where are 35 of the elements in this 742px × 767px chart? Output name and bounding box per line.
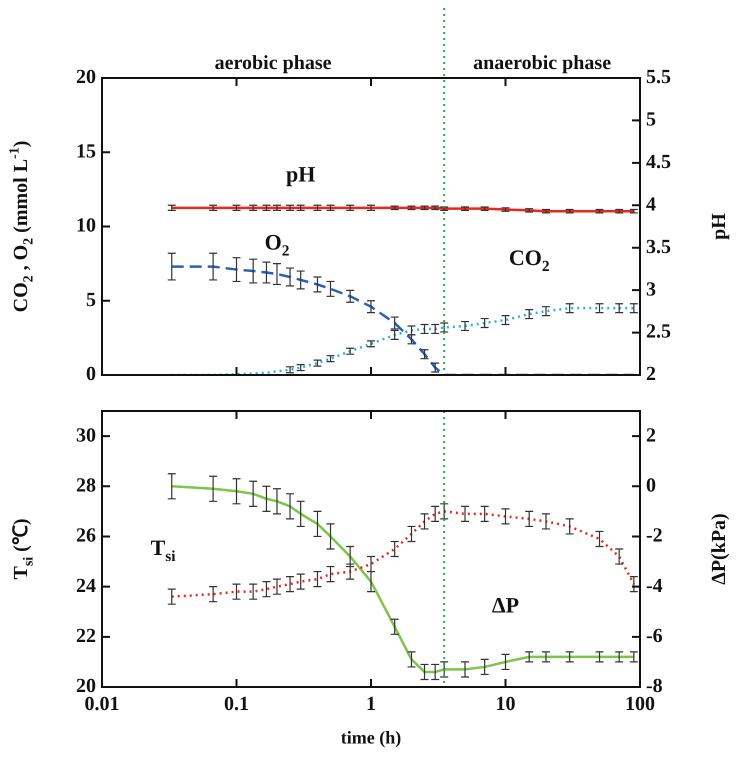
y2-axis-title: pH bbox=[708, 212, 730, 240]
y-tick-label: 20 bbox=[76, 66, 96, 88]
y-axis-title: Tsi (℃) bbox=[10, 518, 37, 580]
y2-tick-label: 2 bbox=[646, 424, 656, 446]
y2-tick-label: 2.5 bbox=[646, 320, 671, 343]
y2-tick-label: 4.5 bbox=[646, 151, 671, 174]
y-tick-label: 5 bbox=[86, 288, 96, 311]
x-tick-label: 0.1 bbox=[224, 693, 249, 716]
y2-tick-label: 0 bbox=[646, 474, 656, 496]
y-tick-label: 0 bbox=[86, 363, 96, 386]
x-tick-label: 10 bbox=[496, 693, 516, 716]
series-label: pH bbox=[286, 162, 316, 187]
y-tick-label: 30 bbox=[76, 424, 96, 446]
series-label: ΔP bbox=[492, 592, 520, 618]
y-tick-label: 15 bbox=[76, 140, 96, 162]
y-tick-label: 24 bbox=[76, 574, 96, 597]
y2-tick-label: -6 bbox=[646, 624, 663, 647]
y2-tick-label: 5.5 bbox=[646, 66, 671, 88]
y2-tick-label: 5 bbox=[646, 108, 656, 131]
y2-tick-label: -2 bbox=[646, 524, 663, 547]
y2-tick-label: 3.5 bbox=[646, 236, 671, 258]
y2-tick-label: 4 bbox=[646, 193, 656, 216]
text: aerobic phase bbox=[214, 52, 332, 74]
y-tick-label: 10 bbox=[76, 214, 96, 237]
y2-tick-label: 3 bbox=[646, 278, 656, 300]
x-axis-title: time (h) bbox=[340, 728, 402, 748]
text: anaerobic phase bbox=[473, 52, 612, 74]
x-tick-label: 1 bbox=[366, 693, 376, 716]
y2-tick-label: -4 bbox=[646, 574, 663, 597]
y-tick-label: 22 bbox=[76, 624, 96, 647]
y2-axis-title: ΔP(kPa) bbox=[708, 513, 730, 585]
y-axis-title: CO2 , O2 (mmol L-1) bbox=[8, 140, 37, 312]
y-tick-label: 26 bbox=[76, 524, 96, 547]
y-tick-label: 28 bbox=[76, 474, 96, 496]
y2-tick-label: 2 bbox=[646, 363, 656, 386]
